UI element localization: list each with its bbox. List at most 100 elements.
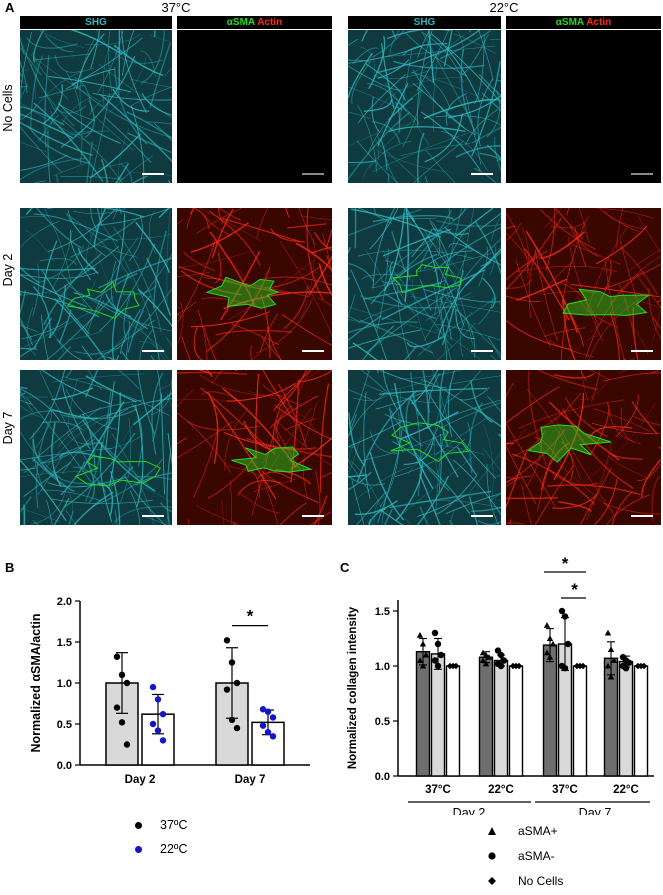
data-point	[479, 657, 487, 664]
condition-header-37: 37°C	[161, 0, 191, 15]
x-category-label: 37°C	[552, 784, 578, 796]
legend-item-37: 37ºC	[135, 813, 188, 837]
micrograph-tile	[348, 30, 501, 183]
data-point	[269, 714, 277, 721]
data-point	[543, 649, 551, 656]
y-axis-label: Normalized αSMA/actin	[29, 614, 43, 753]
x-category-label: 37°C	[425, 784, 451, 796]
legend-label-37: 37ºC	[160, 818, 188, 832]
bar	[430, 653, 446, 777]
scale-bar	[302, 350, 324, 352]
triangle-icon	[488, 826, 496, 835]
y-axis-label: Normalized collagen intensity	[347, 606, 359, 769]
significance-star: *	[571, 580, 578, 599]
data-point	[431, 629, 439, 637]
data-point	[233, 724, 241, 732]
channel-header-asma-actin-37: αSMA Actin	[177, 16, 332, 29]
data-point	[482, 660, 490, 667]
x-category-label: Day 7	[235, 774, 266, 786]
data-point	[607, 646, 615, 653]
micrograph-tile	[348, 208, 501, 360]
data-point	[118, 719, 126, 726]
y-tick-label: 2.0	[57, 596, 72, 608]
data-point	[223, 686, 231, 693]
data-point	[497, 662, 505, 670]
asma-label: αSMA	[555, 17, 584, 28]
data-point	[561, 613, 569, 620]
data-point	[564, 640, 572, 648]
y-tick-label: 0.0	[57, 760, 72, 772]
group-label-day-2: Day 2	[453, 806, 486, 815]
data-point	[159, 737, 167, 744]
data-point	[118, 671, 126, 678]
scale-bar	[302, 173, 324, 175]
data-point	[543, 622, 551, 628]
x-category-label: Day 2	[125, 774, 156, 786]
y-tick-label: 0.5	[57, 719, 72, 731]
data-point	[269, 733, 277, 740]
micrograph-tile	[506, 370, 661, 525]
y-tick-label: 1.5	[57, 637, 72, 649]
scale-bar	[142, 515, 164, 517]
data-point	[579, 662, 587, 670]
panel-c-letter: C	[340, 560, 350, 575]
legend-label-no-cells: No Cells	[518, 873, 564, 888]
legend-dot-icon	[135, 821, 142, 829]
row-label-day-2: Day 2	[1, 253, 15, 287]
data-point	[604, 629, 612, 636]
legend-item-22: 22ºC	[135, 837, 188, 861]
data-point	[159, 710, 167, 718]
micrograph-tile	[177, 370, 332, 525]
micrograph-tile	[177, 208, 332, 360]
shg-label: SHG	[85, 17, 107, 28]
data-point	[416, 632, 424, 638]
panel-b-letter: B	[5, 560, 15, 575]
data-point	[482, 651, 490, 658]
scale-bar	[471, 350, 493, 352]
data-point	[610, 657, 618, 664]
data-point	[419, 662, 427, 669]
bar	[633, 665, 649, 777]
y-tick-label: 0.5	[375, 716, 390, 728]
data-point	[123, 679, 131, 687]
data-point	[223, 637, 231, 644]
y-tick-label: 1.5	[375, 606, 390, 618]
data-point	[515, 662, 523, 670]
data-point	[228, 716, 236, 724]
data-point	[546, 635, 554, 642]
data-point	[437, 651, 445, 659]
data-point	[500, 657, 508, 664]
bar	[415, 650, 431, 777]
scale-bar	[631, 173, 653, 175]
row-label-day-7: Day 7	[1, 411, 15, 445]
micrograph-tile	[506, 30, 661, 183]
scale-bar	[142, 173, 164, 175]
circle-icon	[488, 851, 496, 860]
data-point	[154, 727, 162, 734]
micrograph-tile	[348, 370, 501, 525]
bar	[445, 665, 461, 777]
data-point	[228, 659, 236, 666]
bar	[572, 665, 588, 777]
group-label-day-7: Day 7	[579, 806, 612, 815]
bar	[478, 656, 494, 777]
data-point	[154, 696, 162, 703]
data-point	[549, 640, 557, 647]
legend-dot-icon	[135, 845, 142, 853]
scale-bar	[471, 173, 493, 175]
data-point	[149, 683, 157, 691]
legend-label-asma-minus: aSMA-	[518, 848, 555, 863]
legend-item-asma-minus: aSMA-	[488, 843, 563, 868]
micrograph-tile	[20, 370, 172, 525]
data-point	[233, 679, 241, 687]
data-point	[431, 657, 439, 664]
significance-star: *	[562, 554, 569, 573]
x-category-label: 22°C	[613, 784, 639, 796]
channel-header-shg-37: SHG	[20, 16, 172, 29]
micrograph-tile	[177, 30, 332, 183]
legend-c: aSMA+ aSMA- No Cells	[488, 818, 563, 893]
data-point	[149, 720, 157, 728]
scale-bar	[142, 350, 164, 352]
panel-a-letter: A	[5, 0, 15, 15]
data-point	[452, 662, 460, 670]
